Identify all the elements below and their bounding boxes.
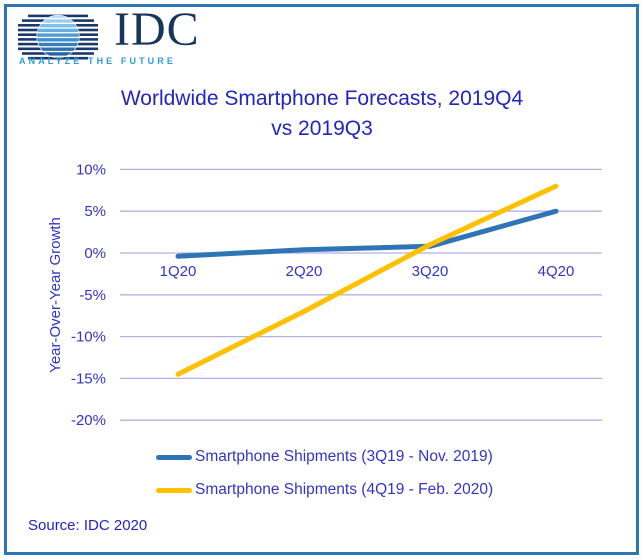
- x-tick-label: 4Q20: [538, 263, 575, 280]
- idc-globe-icon: [18, 14, 98, 60]
- chart-title-line2: vs 2019Q3: [271, 117, 373, 140]
- legend-label: Smartphone Shipments (3Q19 - Nov. 2019): [195, 448, 493, 465]
- series-line: [175, 183, 559, 377]
- y-tick-label: -10%: [71, 329, 106, 346]
- growth-line-chart: 10% 5% 0% -5% -10% -15% -20% 1Q20 2Q20 3Q20 4Q20 Ye…: [47, 161, 602, 429]
- y-tick-label: -15%: [71, 370, 106, 387]
- source-note: Source: IDC 2020: [28, 517, 148, 534]
- legend-item-nov-2019: Smartphone Shipments (3Q19 - Nov. 2019): [156, 448, 493, 466]
- legend-label: Smartphone Shipments (4Q19 - Feb. 2020): [195, 481, 494, 498]
- legend-swatch-line-icon: [156, 487, 192, 493]
- x-tick-label: 1Q20: [160, 263, 197, 280]
- series-line: [175, 208, 559, 259]
- x-tick-label: 2Q20: [286, 263, 323, 280]
- y-tick-label: 0%: [84, 245, 106, 262]
- x-tick-label: 3Q20: [412, 263, 449, 280]
- idc-logo-wordmark: IDC: [114, 3, 200, 56]
- y-tick-label: 10%: [76, 161, 106, 178]
- y-tick-label: -5%: [79, 287, 106, 304]
- chart-title-line1: Worldwide Smartphone Forecasts, 2019Q4: [120, 87, 524, 110]
- y-tick-label: 5%: [84, 203, 106, 220]
- chart-legend: Smartphone Shipments (3Q19 - Nov. 2019) …: [156, 448, 493, 514]
- legend-swatch-line-icon: [156, 454, 192, 460]
- chart-title: Worldwide Smartphone Forecasts, 2019Q4 v…: [0, 84, 644, 144]
- y-axis-title: Year-Over-Year Growth: [47, 217, 64, 373]
- y-tick-label: -20%: [71, 412, 106, 429]
- idc-logo-tagline: ANALYZE THE FUTURE: [19, 56, 176, 66]
- legend-item-feb-2020: Smartphone Shipments (4Q19 - Feb. 2020): [156, 481, 493, 499]
- idc-logo: IDC ANALYZE THE FUTURE: [18, 5, 208, 66]
